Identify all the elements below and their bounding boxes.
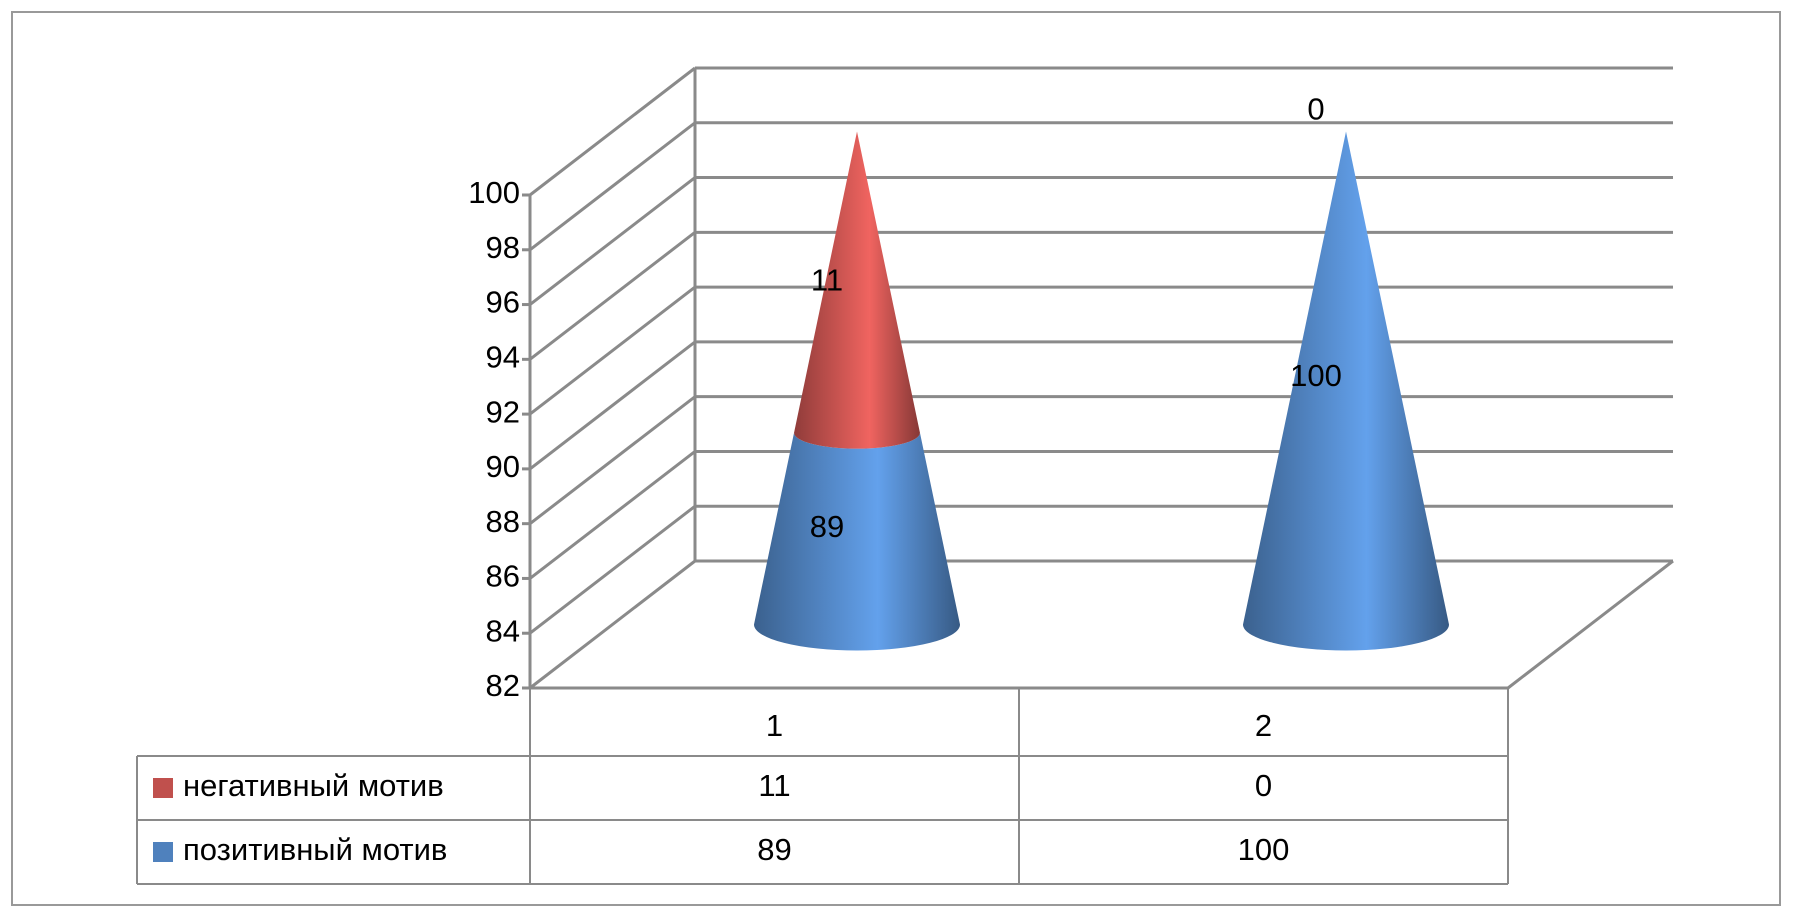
x-tick-label: 1 [766, 708, 783, 743]
side-grid-line [529, 176, 696, 306]
side-grid-line [529, 559, 696, 690]
data-label: 89 [810, 509, 844, 544]
y-tick-label: 86 [486, 559, 520, 594]
table-value: 11 [758, 768, 790, 803]
legend-swatch [153, 778, 173, 798]
y-tick-label: 82 [486, 668, 520, 703]
table-value: 89 [757, 832, 791, 867]
side-grid-line [529, 505, 696, 635]
side-grid-line [529, 231, 696, 361]
legend-label: негативный мотив [183, 768, 444, 803]
side-grid-line [529, 340, 696, 471]
data-label: 0 [1307, 92, 1324, 127]
legend-label: позитивный мотив [183, 832, 447, 867]
chart-border [11, 11, 1781, 906]
cone-segment [794, 131, 920, 449]
y-tick-label: 84 [486, 613, 520, 648]
data-label: 11 [811, 262, 843, 297]
y-tick-label: 96 [486, 285, 520, 320]
y-tick-label: 92 [486, 394, 520, 429]
y-tick-label: 98 [486, 230, 520, 265]
floor-right [1507, 559, 1674, 690]
x-tick-label: 2 [1255, 708, 1272, 743]
y-tick-label: 100 [468, 175, 520, 210]
data-label: 100 [1290, 358, 1342, 393]
cone-segment [1243, 131, 1449, 651]
table-value: 0 [1255, 768, 1272, 803]
side-grid-line [529, 285, 696, 416]
legend-swatch [153, 842, 173, 862]
side-grid-line [529, 395, 696, 525]
side-grid-line [529, 450, 696, 580]
side-grid-line [529, 121, 696, 251]
y-tick-label: 88 [486, 504, 520, 539]
y-tick-label: 94 [486, 340, 520, 375]
side-grid-line [529, 66, 696, 197]
table-value: 100 [1238, 832, 1290, 867]
cone-segment [754, 432, 960, 651]
y-tick-label: 90 [486, 449, 520, 484]
